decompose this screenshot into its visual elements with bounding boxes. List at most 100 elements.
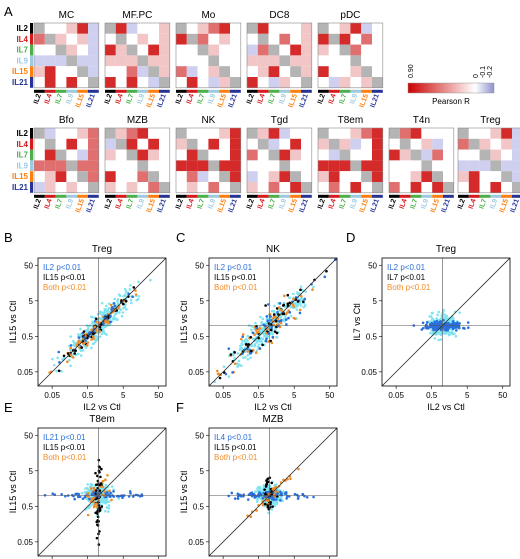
matrix-cell: [88, 149, 99, 161]
matrix-cell: [208, 128, 220, 139]
data-point: [286, 302, 290, 306]
matrix-cell: [279, 55, 291, 67]
data-point: [140, 493, 144, 496]
matrix-cell: [339, 138, 351, 150]
column-label: IL9: [207, 198, 217, 210]
matrix-cell: [318, 182, 329, 193]
matrix-cell: [66, 55, 78, 67]
matrix-cell: [159, 149, 170, 161]
data-point: [97, 543, 101, 546]
data-point: [131, 295, 134, 298]
data-point: [104, 509, 107, 513]
data-point: [254, 490, 257, 493]
data-point: [266, 335, 270, 339]
data-point: [435, 319, 438, 323]
correlation-matrix: T8em IL2 IL4 IL7 IL9 IL15 IL21: [317, 115, 384, 214]
data-point: [258, 487, 262, 491]
matrix-cell: [34, 182, 45, 193]
matrix-cell: [458, 138, 469, 150]
matrix-cell: [512, 182, 520, 193]
data-point: [97, 469, 101, 473]
data-point: [261, 317, 265, 321]
data-point: [243, 356, 247, 359]
matrix-frame: [175, 127, 242, 194]
data-point: [259, 324, 262, 328]
data-point: [283, 492, 287, 495]
matrix-cell: [301, 44, 312, 56]
matrix-cell: [66, 182, 78, 193]
column-color-bar: [88, 194, 99, 198]
matrix-cell: [458, 149, 469, 161]
column-label: IL7: [125, 198, 135, 210]
matrix-cell: [279, 128, 291, 139]
data-point: [107, 306, 111, 310]
matrix-cell: [328, 44, 340, 56]
matrix-cell: [115, 23, 127, 34]
data-point: [239, 364, 243, 368]
data-point: [281, 499, 284, 503]
matrix-cell: [501, 160, 512, 172]
data-point: [128, 490, 132, 493]
correlation-matrix: NK IL2 IL4 IL7 IL9 IL15 IL21: [175, 115, 242, 214]
data-point: [135, 298, 138, 302]
data-point: [95, 317, 98, 321]
matrix-cell: [44, 33, 56, 45]
column-label: IL21: [157, 198, 168, 214]
data-point: [264, 304, 267, 307]
data-point: [251, 337, 255, 341]
points: [213, 258, 337, 384]
y-tick-label: 5: [373, 297, 378, 306]
matrix-cell: [126, 138, 138, 150]
data-point: [246, 334, 250, 338]
column-color-bar: [159, 194, 170, 198]
matrix-cell: [301, 33, 312, 45]
data-point: [98, 330, 102, 333]
matrix-cell: [197, 149, 209, 161]
matrix-cell: [421, 182, 433, 193]
data-point: [109, 315, 112, 318]
matrix-cell: [318, 44, 329, 56]
data-point: [71, 339, 75, 343]
matrix-cell: [458, 171, 469, 182]
matrix-cell: [512, 171, 520, 182]
data-point: [437, 310, 441, 314]
data-point: [129, 492, 132, 495]
correlation-matrix: pDC IL2 IL4 IL7 IL9 IL15 IL21: [317, 10, 384, 109]
data-point: [95, 520, 99, 524]
data-point: [466, 326, 470, 330]
matrix-cell: [479, 149, 491, 161]
column-label: IL21: [441, 198, 452, 214]
matrix-cell: [318, 138, 329, 150]
matrix-cell: [137, 171, 149, 182]
data-point: [57, 350, 61, 354]
matrix-cell: [219, 33, 230, 45]
data-point: [237, 359, 241, 363]
y-tick-label: 0.5: [193, 502, 205, 511]
matrix-cell: [389, 171, 400, 182]
matrix-cell: [443, 138, 454, 150]
matrix-cell: [44, 128, 56, 139]
data-point: [75, 343, 79, 347]
matrix-cell: [350, 66, 362, 77]
data-point: [258, 347, 262, 350]
column-color-bar: [34, 194, 45, 198]
matrix-cell: [432, 149, 443, 161]
data-point: [431, 327, 435, 330]
column-label: IL2: [457, 198, 467, 210]
data-point: [254, 328, 258, 332]
matrix-cell: [501, 182, 512, 193]
matrix-cell: [318, 160, 329, 172]
data-point: [125, 308, 128, 311]
data-point: [264, 339, 268, 343]
data-point: [94, 471, 97, 475]
data-point: [243, 346, 247, 350]
matrix-cell: [372, 160, 383, 172]
matrix-cell: [512, 149, 520, 161]
data-point: [236, 362, 239, 365]
row-color-bar: [30, 160, 33, 172]
matrix-cell: [372, 44, 383, 56]
column-label: IL9: [136, 93, 146, 105]
data-point: [91, 332, 95, 335]
data-point: [100, 467, 103, 471]
column-color-bar: [176, 194, 187, 198]
